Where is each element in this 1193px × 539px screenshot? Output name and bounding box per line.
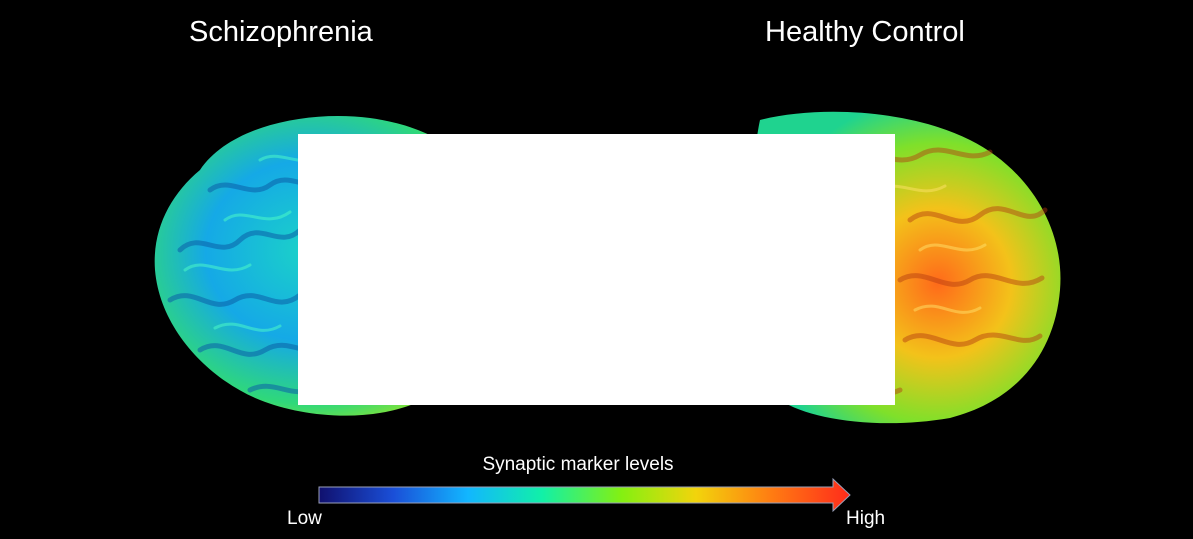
center-occluder <box>298 134 895 405</box>
colorbar-arrow <box>318 477 851 513</box>
schizophrenia-label: Schizophrenia <box>189 16 373 48</box>
healthy-control-label: Healthy Control <box>765 16 965 48</box>
colorbar-title: Synaptic marker levels <box>482 454 674 475</box>
colorbar-low-label: Low <box>287 508 322 529</box>
colorbar-high-label: High <box>846 508 886 529</box>
